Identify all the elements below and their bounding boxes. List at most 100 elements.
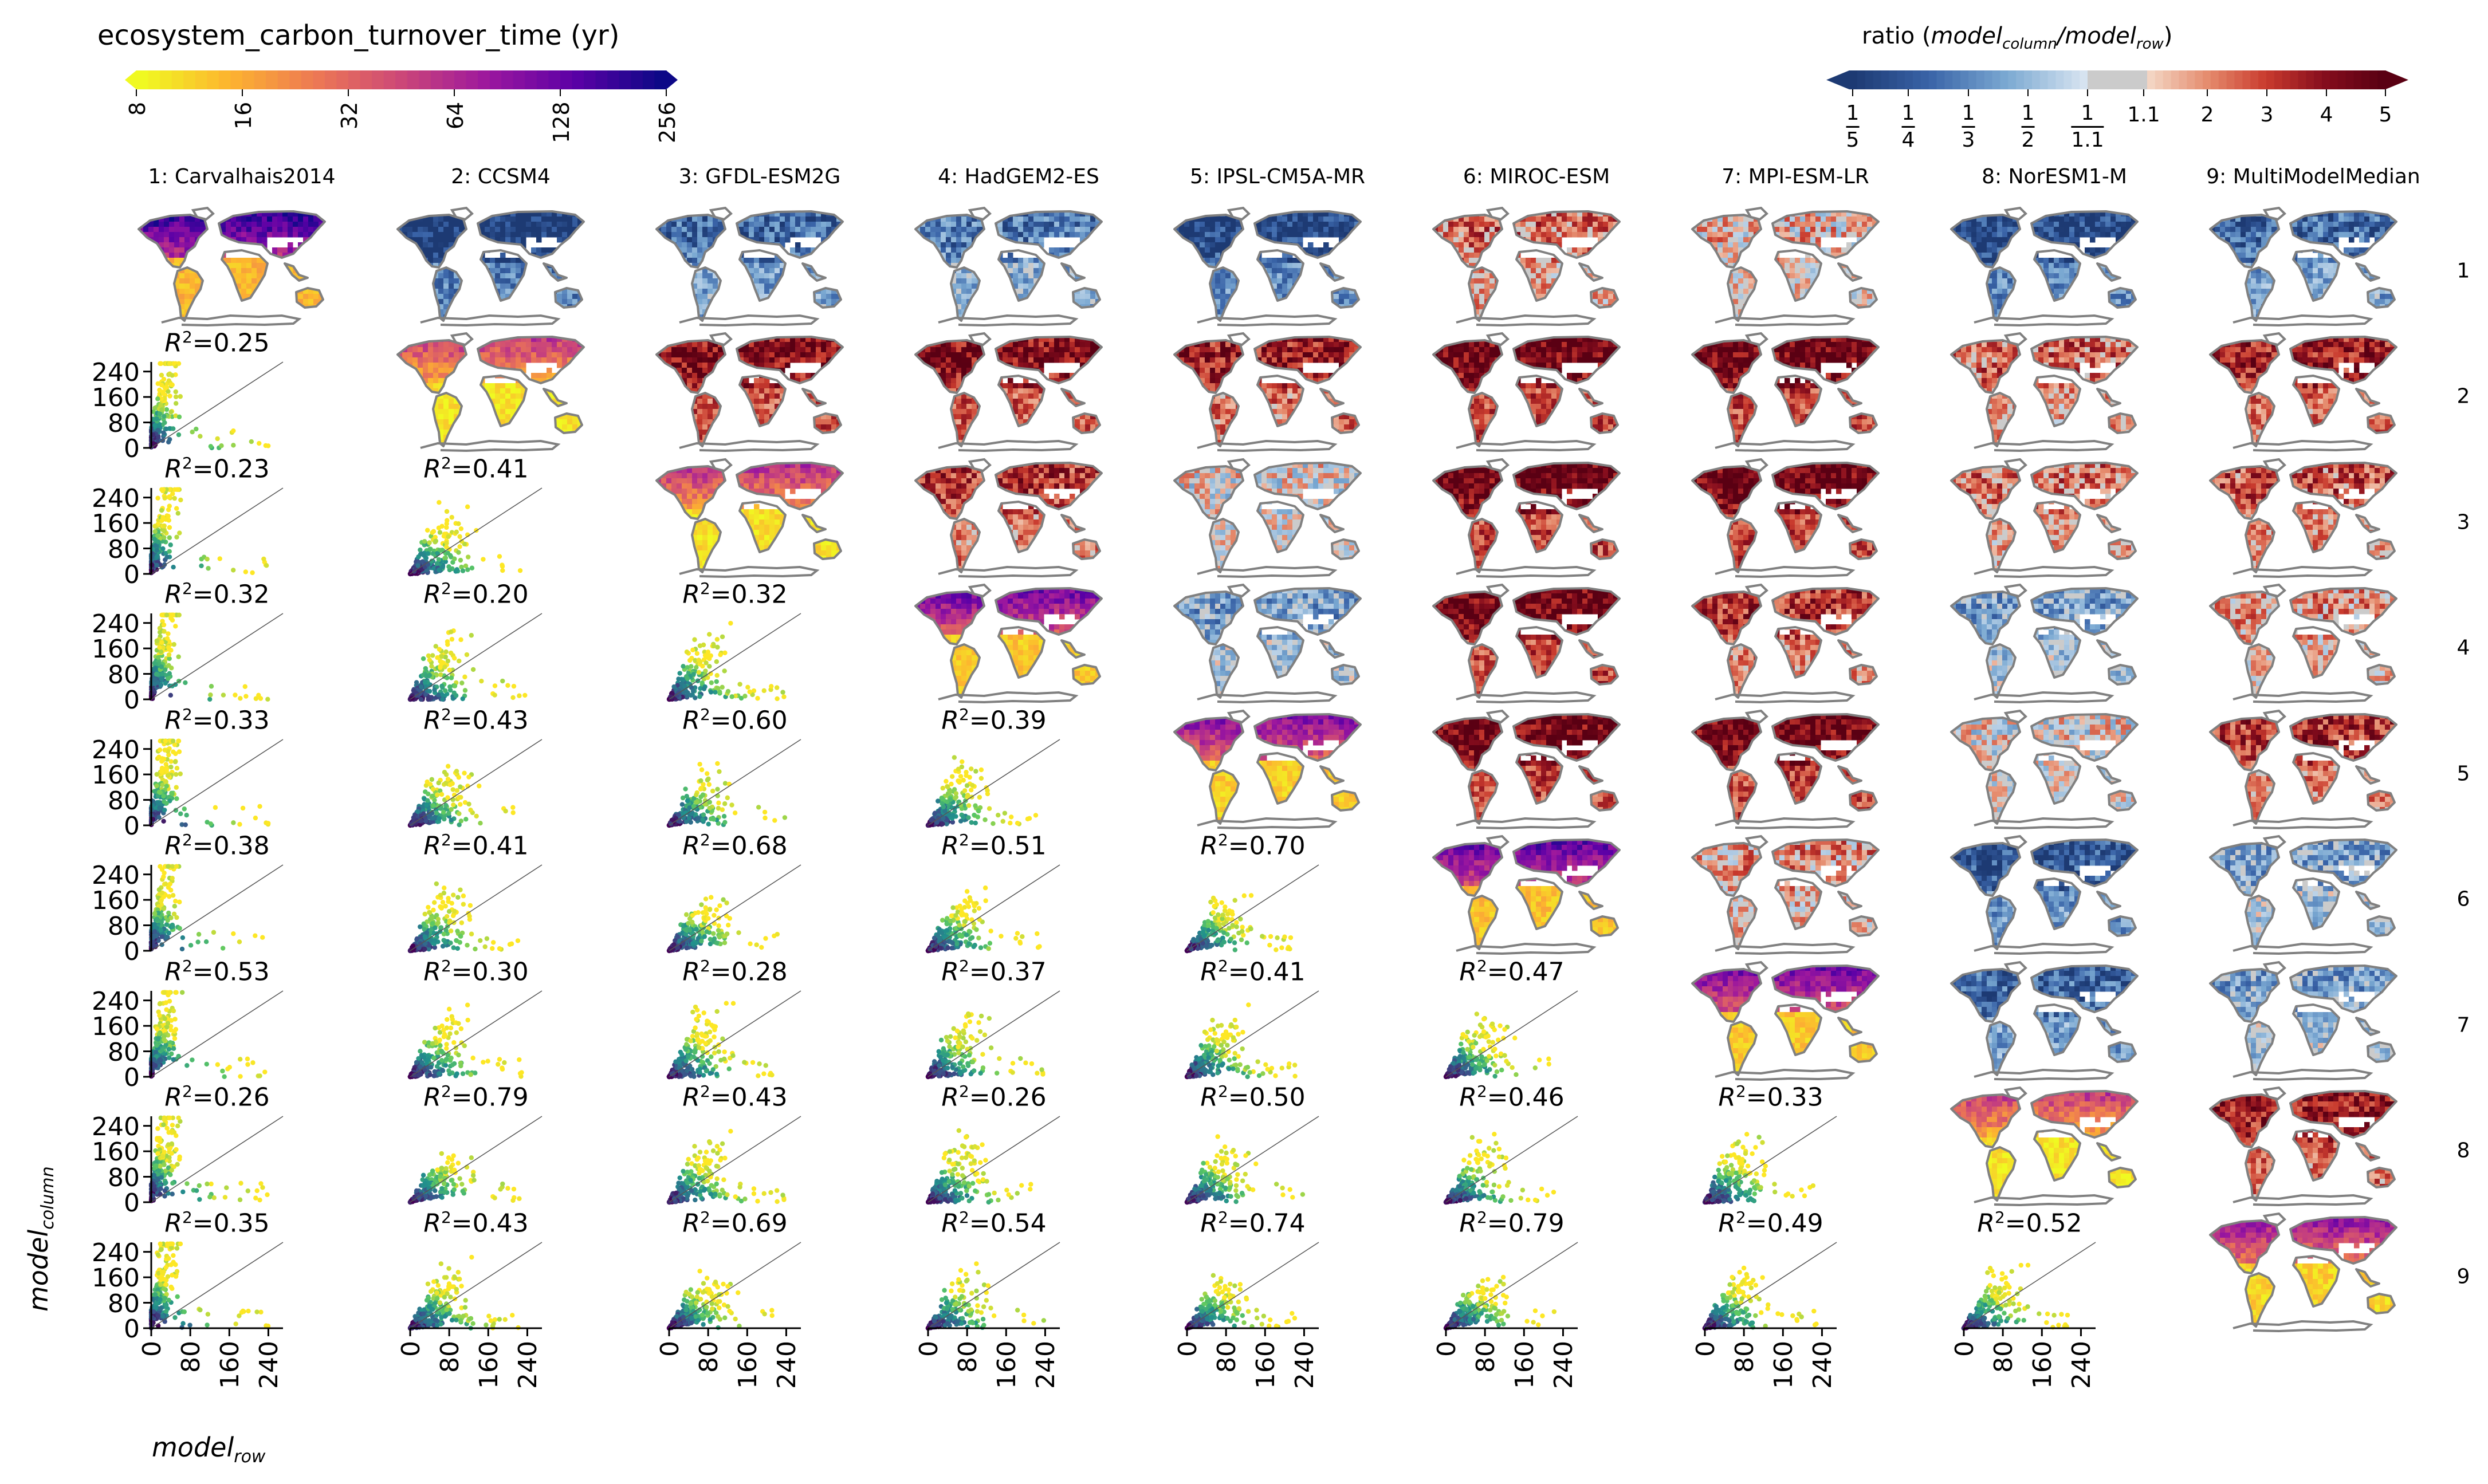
hexbin-cell [458,794,463,800]
hexbin-cell [1241,893,1247,899]
colorbar-right-segment [2047,70,2057,89]
map-ratio-r3-c6 [1432,458,1621,578]
coastline [1590,287,1619,309]
hexbin-cell [699,938,704,944]
coastline [554,287,583,309]
hexbin-cell [159,396,164,401]
hexbin-cell [748,941,753,947]
hexbin-cell [772,818,777,823]
coastline [173,266,204,322]
hexbin-cell [433,938,438,943]
hexbin-cell [1216,912,1221,918]
coastline [2245,392,2275,447]
colorbar-right-segment [2072,70,2080,89]
hexbin-cell [717,903,722,908]
coastline [2262,206,2286,221]
coastline-antarctica [2232,314,2373,327]
coastline-antarctica [1456,565,1597,578]
colorbar-left-segment [584,70,596,89]
scatter-panel-r3-c1 [143,487,284,576]
coastline [1578,388,1603,407]
hexbin-cell [1015,820,1020,826]
hexbin-cell [1009,814,1014,820]
colorbar-right-segment [1976,70,1985,89]
hexbin-cell [424,930,430,935]
hexbin-cell [160,515,166,521]
hexbin-cell [457,940,463,945]
hexbin-cell [156,655,161,660]
hexbin-cell [257,804,262,809]
hexbin-cell [161,906,167,911]
hexbin-cell [685,665,690,670]
hexbin-cell [156,887,162,892]
hexbin-cell [725,688,731,694]
hexbin-cell [985,791,991,797]
hexbin-cell [436,780,441,786]
coastline [2367,412,2396,434]
fraction-denominator: 4 [1902,130,1915,151]
map-diagonal-2 [396,332,585,452]
hexbin-cell [153,1050,158,1055]
hexbin-cell [249,439,254,444]
colorbar-left-segment [242,70,255,89]
colorbar-right-segment [2147,70,2156,89]
row-label-9: 9 [2457,1265,2470,1289]
hexbin-cell [465,504,470,510]
colorbar-right-segment [1865,70,1874,89]
hexbin-cell [167,393,172,399]
colorbar-left-segment [183,70,196,89]
hexbin-cell [982,817,988,822]
cb-right-title-suffix: ) [2164,23,2173,49]
hexbin-cell [152,543,158,548]
hexbin-cell [170,373,175,378]
hexbin-cell [949,913,954,919]
hexbin-cell [162,495,167,501]
coastline-antarctica [679,314,820,327]
hexbin-cell [178,771,183,777]
colorbar-left-segment [501,70,514,89]
hexbin-cell [261,556,266,562]
hexbin-cell [443,559,449,564]
colorbar-right-segment [1952,70,1961,89]
hexbin-cell [694,799,699,805]
coastline-antarctica [1456,942,1597,955]
hexbin-cell [1227,926,1232,931]
hexbin-cell [445,639,450,644]
hexbin-cell [442,664,447,670]
hexbin-cell [978,776,984,781]
hexbin-cell [714,673,720,678]
hexbin-cell [154,562,159,568]
column-header-8: 8: NorESM1-M [1982,165,2127,188]
hexbin-cell [688,692,694,698]
hexbin-cell [196,932,202,937]
hexbin-cell [1268,934,1274,939]
hexbin-cell [164,407,170,412]
hexbin-cell [431,900,437,906]
hexbin-cell [448,940,453,946]
coastline [1774,249,1822,302]
coastline [801,388,827,407]
hexbin-cell [173,394,179,399]
hexbin-cell [1000,818,1005,824]
hexbin-cell [426,792,431,797]
fraction-denominator: 5 [1846,130,1860,151]
hexbin-cell [152,406,158,411]
hexbin-cell [455,928,460,934]
hexbin-cell [444,541,449,546]
hexbin-cell [221,692,226,698]
coastline [995,210,1103,259]
colorbar-right-segment [2353,70,2362,89]
cb-right-title-sub1: column [2002,36,2057,53]
hexbin-cell [156,789,162,795]
hexbin-cell [683,786,688,792]
hexbin-cell [225,1066,230,1072]
hexbin-cell [1287,946,1292,952]
hexbin-cell [465,1017,470,1023]
coastline-antarctica [1715,942,1856,955]
coastline-antarctica [2232,439,2373,452]
cb-right-title-main1: model [1931,23,2003,49]
hexbin-cell [491,940,496,945]
hexbin-cell [443,1062,449,1068]
colorbar-right-neutral [2088,70,2147,89]
hexbin-cell [461,893,466,899]
